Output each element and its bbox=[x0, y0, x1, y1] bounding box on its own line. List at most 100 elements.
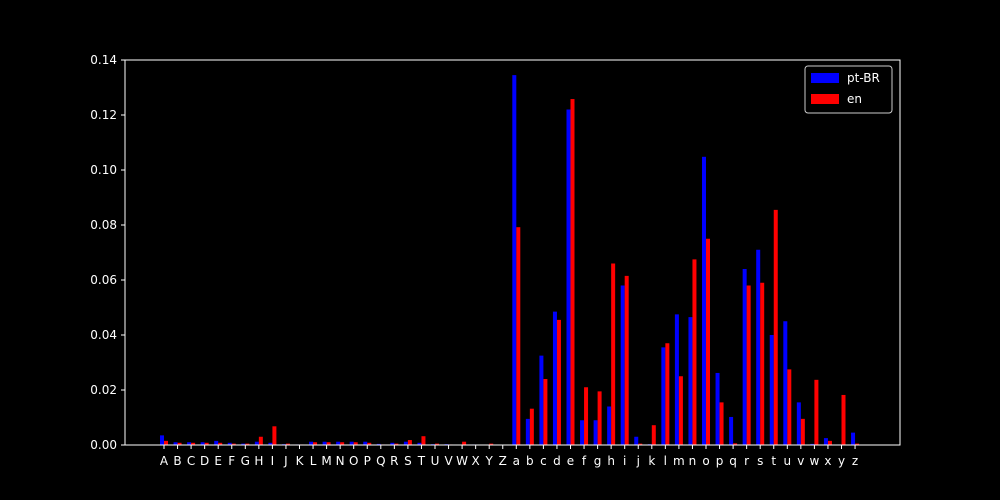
bar-pt-BR-H bbox=[254, 441, 259, 445]
x-tick-label: a bbox=[513, 454, 520, 468]
bar-en-C bbox=[191, 442, 196, 445]
bar-pt-BR-u bbox=[783, 321, 788, 445]
bar-pt-BR-L bbox=[309, 441, 314, 445]
x-tick-label: k bbox=[648, 454, 655, 468]
y-tick-label: 0.08 bbox=[90, 218, 117, 232]
x-tick-label: T bbox=[417, 454, 426, 468]
x-tick-label: V bbox=[444, 454, 453, 468]
bar-en-J bbox=[285, 443, 290, 445]
legend-label-pt-BR: pt-BR bbox=[847, 71, 880, 85]
x-tick-label: j bbox=[636, 454, 640, 468]
bar-pt-BR-F bbox=[227, 442, 232, 445]
bar-pt-BR-I bbox=[268, 442, 273, 445]
bar-en-U bbox=[435, 443, 439, 445]
bar-en-B bbox=[177, 442, 182, 445]
bar-pt-BR-o bbox=[702, 156, 706, 446]
x-tick-label: M bbox=[321, 454, 331, 468]
bar-en-N bbox=[340, 442, 345, 445]
x-tick-label: p bbox=[716, 454, 724, 468]
x-tick-label: O bbox=[349, 454, 358, 468]
legend-swatch-en bbox=[811, 94, 839, 104]
x-tick-label: B bbox=[173, 454, 181, 468]
bar-en-e bbox=[570, 99, 575, 446]
x-tick-label: N bbox=[336, 454, 345, 468]
bar-en-l bbox=[665, 343, 670, 445]
bar-en-a bbox=[516, 227, 521, 445]
x-tick-label: S bbox=[404, 454, 412, 468]
x-tick-label: g bbox=[594, 454, 602, 468]
y-tick-label: 0.02 bbox=[90, 383, 117, 397]
x-tick-label: t bbox=[771, 454, 776, 468]
bar-en-Y bbox=[489, 443, 494, 445]
bar-pt-BR-r bbox=[742, 269, 747, 445]
bar-en-w bbox=[814, 379, 819, 445]
bar-en-W bbox=[462, 441, 467, 445]
legend-swatch-pt-BR bbox=[811, 73, 839, 83]
bar-en-H bbox=[258, 436, 263, 445]
x-tick-label: o bbox=[702, 454, 709, 468]
bar-en-s bbox=[760, 282, 765, 445]
y-tick-label: 0.06 bbox=[90, 273, 117, 287]
bar-en-i bbox=[624, 275, 629, 445]
x-tick-label: E bbox=[214, 454, 222, 468]
plot-frame bbox=[124, 59, 901, 446]
x-tick-label: m bbox=[673, 454, 685, 468]
bar-pt-BR-s bbox=[756, 249, 761, 445]
bar-pt-BR-x bbox=[823, 438, 828, 445]
bar-en-L bbox=[313, 442, 318, 445]
x-tick-label: R bbox=[390, 454, 398, 468]
bar-pt-BR-G bbox=[241, 443, 246, 445]
bar-pt-BR-b bbox=[525, 418, 530, 445]
y-tick-label: 0.10 bbox=[90, 163, 117, 177]
y-tick-label: 0.00 bbox=[90, 438, 117, 452]
bar-en-j bbox=[638, 443, 643, 445]
x-tick-label: u bbox=[783, 454, 791, 468]
bar-pt-BR-l bbox=[661, 347, 666, 445]
bar-pt-BR-E bbox=[214, 440, 219, 445]
bar-en-k bbox=[651, 425, 656, 445]
bar-pt-BR-P bbox=[363, 441, 368, 445]
legend-label-en: en bbox=[847, 92, 862, 106]
x-tick-label: P bbox=[364, 454, 371, 468]
bar-en-b bbox=[529, 408, 534, 445]
bar-en-g bbox=[597, 391, 602, 445]
bar-pt-BR-C bbox=[187, 442, 192, 445]
x-tick-label: i bbox=[623, 454, 626, 468]
bar-pt-BR-v bbox=[796, 402, 801, 445]
x-tick-label: f bbox=[582, 454, 587, 468]
bar-en-t bbox=[773, 209, 778, 445]
x-tick-label: K bbox=[296, 454, 305, 468]
bar-pt-BR-c bbox=[539, 355, 544, 445]
bar-en-R bbox=[394, 443, 399, 445]
bar-pt-BR-R bbox=[390, 442, 395, 445]
x-tick-label: b bbox=[526, 454, 534, 468]
bar-en-A bbox=[164, 440, 168, 445]
x-tick-label: h bbox=[607, 454, 615, 468]
y-tick-label: 0.14 bbox=[90, 53, 117, 67]
x-tick-label: e bbox=[567, 454, 574, 468]
bar-en-r bbox=[746, 285, 751, 445]
bar-en-f bbox=[584, 387, 589, 445]
x-tick-label: X bbox=[472, 454, 480, 468]
axes-layer: 0.00 0.02 0.04 0.06 0.08 0.10 0.12 0.14 A B C D E F G H… bbox=[90, 53, 901, 468]
x-tick-label: w bbox=[809, 454, 819, 468]
bar-en-P bbox=[367, 442, 372, 445]
bar-pt-BR-a bbox=[512, 75, 517, 445]
y-tick-label: 0.04 bbox=[90, 328, 117, 342]
bar-en-y bbox=[841, 394, 846, 445]
bar-en-F bbox=[231, 443, 236, 445]
x-tick-label: F bbox=[228, 454, 235, 468]
bar-en-m bbox=[678, 376, 683, 445]
bar-en-q bbox=[733, 443, 738, 445]
x-tick-label: U bbox=[431, 454, 440, 468]
bar-pt-BR-S bbox=[403, 441, 408, 445]
x-tick-label: Z bbox=[499, 454, 507, 468]
x-tick-label: q bbox=[729, 454, 737, 468]
bar-pt-BR-M bbox=[322, 441, 327, 445]
bars-layer bbox=[160, 75, 860, 446]
x-tick-label: l bbox=[664, 454, 667, 468]
bar-pt-BR-j bbox=[634, 436, 639, 445]
bar-pt-BR-f bbox=[580, 420, 585, 445]
x-tick-label: v bbox=[797, 454, 804, 468]
